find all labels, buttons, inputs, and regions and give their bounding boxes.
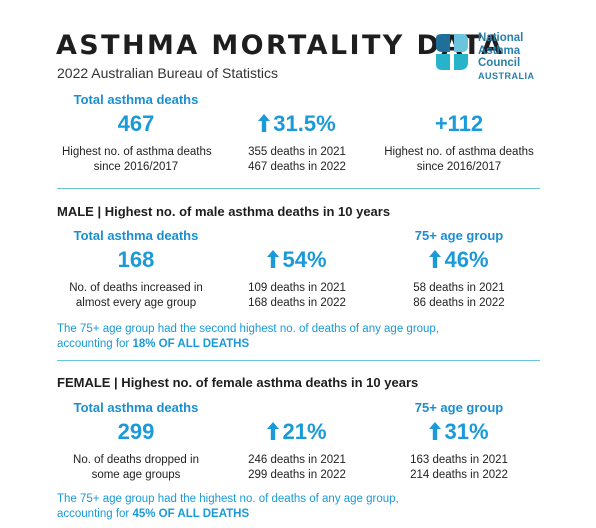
female-section-heading: FEMALE | Highest no. of female asthma de… xyxy=(57,375,419,390)
stat-value: 54% xyxy=(282,247,327,272)
stat-caption: 168 deaths in 2022 xyxy=(248,297,346,309)
stat-caption: since 2016/2017 xyxy=(93,161,179,173)
stat-caption: almost every age group xyxy=(75,297,197,309)
note-line: The 75+ age group had the highest no. of… xyxy=(57,493,399,505)
note-highlight: 45% OF ALL DEATHS xyxy=(132,508,250,520)
stat-value: 21% xyxy=(282,419,327,444)
up-arrow-icon xyxy=(267,422,280,440)
male-75plus-column: 75+ age group 46% 58 deaths in 2021 86 d… xyxy=(380,228,538,311)
stat-value: 31.5% xyxy=(273,111,336,136)
stat-caption: 109 deaths in 2021 xyxy=(248,282,346,294)
stat-value: 467 xyxy=(117,111,155,136)
stat-caption: Highest no. of asthma deaths xyxy=(384,146,534,158)
note-line: accounting for 45% OF ALL DEATHS xyxy=(57,508,250,520)
female-note: The 75+ age group had the highest no. of… xyxy=(57,492,399,522)
male-section-heading: MALE | Highest no. of male asthma deaths… xyxy=(57,204,391,219)
stat-caption: 58 deaths in 2021 xyxy=(413,282,505,294)
stat-caption: 467 deaths in 2022 xyxy=(248,161,346,173)
stat-value: 31% xyxy=(444,419,489,444)
note-line: accounting for 18% OF ALL DEATHS xyxy=(57,338,250,350)
stat-caption: 86 deaths in 2022 xyxy=(413,297,505,309)
stat-caption: 299 deaths in 2022 xyxy=(248,469,346,481)
logo-line: Council xyxy=(478,57,521,69)
logo-line: National xyxy=(478,32,524,44)
stat-value: 299 xyxy=(117,419,155,444)
note-line: The 75+ age group had the second highest… xyxy=(57,323,440,335)
stat-value-row: 31% xyxy=(380,419,538,445)
total-increase-column: +112 Highest no. of asthma deaths since … xyxy=(380,92,538,175)
stat-value-row: 31.5% xyxy=(226,111,368,137)
section-divider xyxy=(57,360,540,361)
lungs-logo-icon xyxy=(436,34,468,70)
female-75plus-column: 75+ age group 31% 163 deaths in 2021 214… xyxy=(380,400,538,483)
stat-value: +112 xyxy=(434,111,484,136)
stat-caption: since 2016/2017 xyxy=(416,161,502,173)
up-arrow-icon xyxy=(429,250,442,268)
logo-line: AUSTRALIA xyxy=(478,70,535,81)
male-change-column: 54% 109 deaths in 2021 168 deaths in 202… xyxy=(226,228,368,311)
female-total-column: Total asthma deaths 299 No. of deaths dr… xyxy=(62,400,210,483)
up-arrow-icon xyxy=(258,114,271,132)
up-arrow-icon xyxy=(429,422,442,440)
up-arrow-icon xyxy=(267,250,280,268)
page-subtitle: 2022 Australian Bureau of Statistics xyxy=(57,65,279,81)
stat-value: 46% xyxy=(444,247,489,272)
stat-value: 168 xyxy=(117,247,155,272)
stat-caption: No. of deaths dropped in xyxy=(73,454,199,466)
female-change-column: 21% 246 deaths in 2021 299 deaths in 202… xyxy=(226,400,368,483)
total-change-column: 31.5% 355 deaths in 2021 467 deaths in 2… xyxy=(226,92,368,175)
stat-label: Total asthma deaths xyxy=(73,92,199,107)
male-total-column: Total asthma deaths 168 No. of deaths in… xyxy=(62,228,210,311)
stat-caption: 246 deaths in 2021 xyxy=(248,454,346,466)
male-note: The 75+ age group had the second highest… xyxy=(57,322,439,352)
stat-value-row: 54% xyxy=(226,247,368,273)
stat-caption: 214 deaths in 2022 xyxy=(410,469,508,481)
stat-label: Total asthma deaths xyxy=(73,400,199,415)
stat-label: 75+ age group xyxy=(414,228,504,243)
stat-caption: Highest no. of asthma deaths xyxy=(62,146,212,158)
national-asthma-council-logo: National Asthma Council AUSTRALIA xyxy=(432,32,582,84)
section-divider xyxy=(57,188,540,189)
total-deaths-column: Total asthma deaths 467 Highest no. of a… xyxy=(62,92,212,175)
logo-line: Asthma xyxy=(478,44,521,57)
stat-value-row: 21% xyxy=(226,419,368,445)
stat-caption: No. of deaths increased in xyxy=(69,282,203,294)
logo-wordmark: National Asthma Council AUSTRALIA xyxy=(478,32,535,82)
note-highlight: 18% OF ALL DEATHS xyxy=(132,338,250,350)
page-title: ASTHMA MORTALITY DATA xyxy=(56,30,505,61)
stat-caption: some age groups xyxy=(91,469,181,481)
stat-value-row: 46% xyxy=(380,247,538,273)
stat-caption: 163 deaths in 2021 xyxy=(410,454,508,466)
stat-label: Total asthma deaths xyxy=(73,228,199,243)
stat-label: 75+ age group xyxy=(414,400,504,415)
stat-caption: 355 deaths in 2021 xyxy=(248,146,346,158)
